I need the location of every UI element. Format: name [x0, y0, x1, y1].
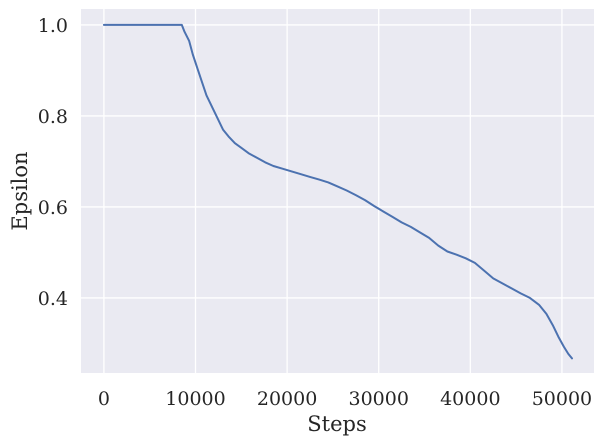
x-tick-label: 40000: [440, 388, 500, 410]
x-tick-label: 20000: [257, 388, 317, 410]
y-tick-label: 1.0: [38, 15, 68, 37]
epsilon-series-line: [102, 23, 573, 360]
x-tick-label: 50000: [532, 388, 592, 410]
y-tick-label: 0.4: [38, 288, 68, 310]
x-tick-label: 0: [98, 388, 110, 410]
y-axis-label: Epsilon: [8, 151, 32, 230]
series-layer: [102, 23, 573, 360]
x-axis-label: Steps: [307, 412, 366, 436]
y-tick-label: 0.8: [38, 106, 68, 128]
grid: [81, 9, 594, 373]
x-tick-label: 10000: [165, 388, 225, 410]
x-tick-label: 30000: [348, 388, 408, 410]
x-axis-ticks: 0 10000 20000 30000 40000 50000: [98, 388, 592, 410]
y-axis-ticks: 0.4 0.6 0.8 1.0: [38, 15, 68, 310]
plot-area: [81, 9, 594, 373]
y-tick-label: 0.6: [38, 197, 68, 219]
